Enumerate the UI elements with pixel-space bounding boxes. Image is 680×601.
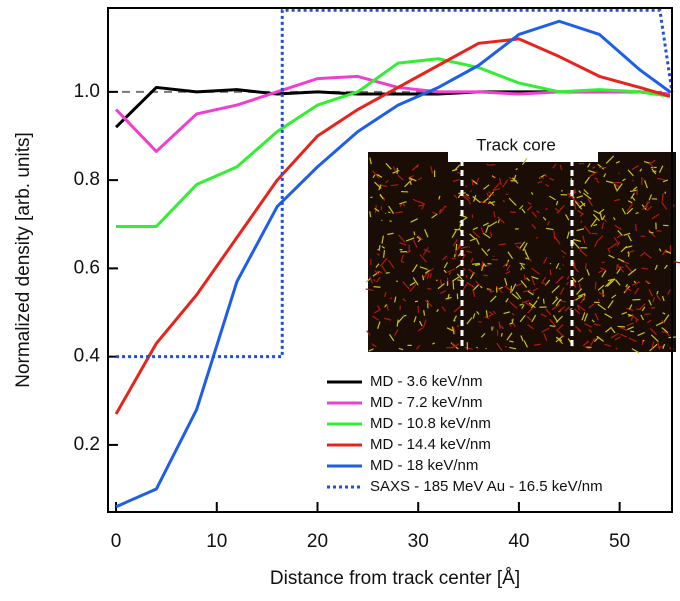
inset-fiber [452,258,456,259]
inset-fiber [453,281,454,289]
inset-fiber [386,273,390,274]
y-axis-label: Normalized density [arb. units] [13,132,34,388]
inset-fiber [595,282,596,290]
inset-fiber [556,297,557,299]
y-tick-label: 0.6 [74,257,100,278]
inset-fiber [630,331,634,332]
x-tick-label: 50 [609,531,630,552]
inset-title: Track core [476,135,556,154]
x-tick-label: 40 [508,531,529,552]
inset-fiber [633,180,634,181]
inset-fiber [424,310,425,315]
legend-label: SAXS - 185 MeV Au - 16.5 keV/nm [370,478,603,495]
inset-fiber [456,244,457,250]
inset-fiber [388,212,390,213]
inset-fiber [563,256,564,257]
inset-fiber [550,263,551,264]
inset-fiber [511,286,512,294]
inset-fiber [636,309,641,310]
inset-fiber [498,220,499,223]
inset-fiber [539,177,544,178]
inset-fiber [554,231,555,239]
inset-fiber [580,248,581,251]
inset-fiber [618,173,619,174]
inset-fiber [436,280,437,281]
inset-fiber [427,289,431,290]
inset-fiber [521,268,522,271]
x-tick-label: 20 [307,531,328,552]
inset-fiber [471,190,472,191]
inset-fiber [486,348,487,349]
inset-fiber [543,299,544,304]
x-tick-label: 10 [206,531,227,552]
inset-fiber [476,347,477,348]
line-series [116,76,670,151]
inset-fiber [479,322,482,323]
y-tick-label: 1.0 [74,81,100,102]
legend-label: MD - 18 keV/nm [370,457,478,474]
inset-fiber [501,333,502,337]
x-axis-label: Distance from track center [Å] [270,568,520,589]
y-tick-label: 0.4 [74,346,101,367]
inset-fiber [524,275,525,280]
inset-fiber [509,341,513,342]
legend-label: MD - 7.2 keV/nm [370,394,483,411]
inset-fiber [404,315,407,316]
x-tick-label: 30 [408,531,429,552]
inset-fiber [390,221,392,222]
x-tick-label: 0 [111,531,122,552]
legend-label: MD - 3.6 keV/nm [370,373,483,390]
inset-fiber [514,243,521,244]
inset-fiber [469,247,470,248]
inset-fiber [414,232,415,236]
inset-fiber [562,190,563,191]
inset-fiber [488,165,495,166]
y-tick-label: 0.2 [74,434,100,455]
y-tick-label: 0.8 [74,169,100,190]
inset-fiber [396,281,398,282]
legend-label: MD - 10.8 keV/nm [370,415,491,432]
inset-fiber [628,252,629,253]
inset-fiber [642,340,643,345]
inset-fiber [628,314,631,315]
legend-label: MD - 14.4 keV/nm [370,436,491,453]
inset-fiber [505,346,507,347]
inset-fiber [374,287,381,288]
inset-image [366,146,680,353]
